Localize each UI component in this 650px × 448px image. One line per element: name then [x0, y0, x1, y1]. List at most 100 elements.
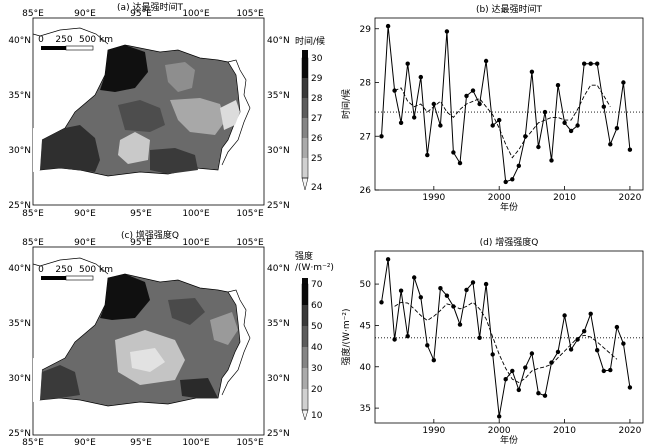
data-point: [595, 348, 600, 353]
colorbar-c-bin: [302, 347, 308, 368]
data-point: [405, 334, 410, 339]
data-point: [523, 365, 528, 370]
data-point: [608, 142, 613, 147]
region-darkest-north: [100, 45, 148, 92]
data-point: [497, 414, 502, 419]
data-point: [470, 280, 476, 285]
chart-d-ylabel: 强度/(W·m⁻²): [340, 309, 352, 366]
data-point: [483, 58, 489, 64]
region-light-east: [210, 312, 238, 345]
lon-tick-top: 90°E: [74, 9, 96, 19]
lon-tick-top: 100°E: [182, 238, 210, 248]
region-dark-northeast: [168, 298, 205, 325]
colorbar-a-bin: [302, 98, 308, 118]
y-tick-label: 45: [360, 321, 371, 331]
data-point: [503, 377, 508, 382]
colorbar-a-bin: [302, 138, 308, 158]
colorbar-c-title-unit: /(W·m⁻²): [295, 263, 334, 273]
data-point: [510, 368, 515, 374]
outline-north-c: [33, 257, 109, 275]
colorbar-c-bin: [302, 284, 308, 305]
colorbar-a-bin: [302, 158, 308, 178]
colorbar-c-tick: 10: [311, 411, 323, 421]
data-point: [392, 88, 397, 93]
lat-tick-left: 40°N: [8, 36, 31, 46]
y-tick-label: 50: [360, 280, 372, 290]
region-dark-southeast: [180, 378, 218, 398]
data-point: [562, 313, 567, 318]
data-point: [555, 83, 561, 88]
colorbar-c-bin: [302, 368, 308, 389]
x-tick-label: 1990: [422, 426, 445, 436]
colorbar-a-tick: 24: [311, 183, 323, 193]
outline-east-a: [221, 59, 251, 166]
lat-tick-right: 25°N: [267, 201, 290, 211]
colorbar-c: 强度 /(W·m⁻²) 70 60 50 40 30 20 10: [295, 250, 334, 421]
chart-b-frame: [374, 17, 644, 191]
data-point: [477, 335, 482, 340]
lat-tick-right: 30°N: [267, 374, 290, 384]
colorbar-a-tick: 25: [311, 154, 322, 164]
outline-east-c: [221, 289, 251, 396]
data-point: [588, 311, 593, 316]
lon-tick-bottom: 90°E: [74, 438, 96, 448]
data-point: [444, 293, 450, 298]
lon-tick-bottom: 105°E: [236, 209, 264, 219]
map-a: (a) 达最强时间T 0 250 500 km 85°E 90°E 95°E 1: [8, 1, 325, 219]
data-point: [516, 163, 521, 168]
data-point: [385, 23, 391, 29]
data-point: [464, 93, 469, 99]
data-point: [536, 144, 541, 150]
data-point: [451, 150, 456, 155]
data-point: [568, 128, 574, 134]
data-point: [582, 329, 587, 334]
x-tick-label: 2020: [618, 426, 641, 436]
lat-tick-left: 25°N: [8, 201, 31, 211]
map-c-lat-ticks: 40°N 35°N 30°N 25°N 40°N 35°N 30°N 25°N: [8, 264, 289, 439]
colorbar-a-tick: 30: [311, 54, 323, 64]
x-tick-label: 2010: [553, 193, 576, 203]
scale-label-0-a: 0: [38, 35, 44, 45]
data-point: [562, 120, 567, 126]
map-a-lat-ticks: 40°N 35°N 30°N 25°N 40°N 35°N 30°N 25°N: [8, 36, 289, 211]
scale-label-250-c: 250: [55, 265, 72, 275]
colorbar-c-title: 强度: [295, 250, 313, 262]
colorbar-a-bin: [302, 58, 308, 78]
colorbar-a-tick: 29: [311, 74, 323, 84]
data-point: [490, 123, 495, 128]
region-dark-center: [118, 100, 165, 132]
data-point: [418, 295, 423, 300]
data-point: [536, 391, 541, 396]
data-point: [457, 322, 463, 327]
region-light-south: [118, 132, 150, 164]
colorbar-c-bin: [302, 305, 308, 326]
lon-tick-bottom: 95°E: [130, 438, 152, 448]
data-point: [627, 147, 633, 152]
data-point: [398, 120, 404, 126]
data-point: [542, 109, 548, 115]
data-point: [483, 281, 489, 287]
data-point: [379, 134, 384, 139]
series-running-mean-line: [394, 84, 611, 159]
data-point: [510, 177, 515, 182]
map-c: (c) 增强强度Q 0 250 500 km 85°E 90°E 95°E 10…: [8, 229, 334, 448]
region-lightest-center: [130, 348, 165, 372]
map-c-field: 0 250 500 km: [33, 257, 251, 407]
lat-tick-right: 25°N: [267, 429, 290, 439]
data-point: [575, 337, 580, 342]
colorbar-c-tick: 70: [311, 280, 323, 290]
data-point: [477, 101, 482, 107]
colorbar-a-border: [301, 57, 309, 179]
region-darkest-north: [100, 274, 150, 320]
lon-tick-bottom: 100°E: [182, 209, 210, 219]
lon-tick-bottom: 95°E: [130, 209, 152, 219]
border-west-c: [33, 358, 42, 402]
data-point: [503, 179, 508, 185]
lat-tick-right: 35°N: [267, 91, 290, 101]
colorbar-c-bin: [302, 326, 308, 347]
colorbar-c-tick: 20: [311, 385, 323, 395]
data-point: [412, 275, 417, 280]
region-mid-north: [165, 62, 195, 92]
data-point: [412, 115, 417, 120]
